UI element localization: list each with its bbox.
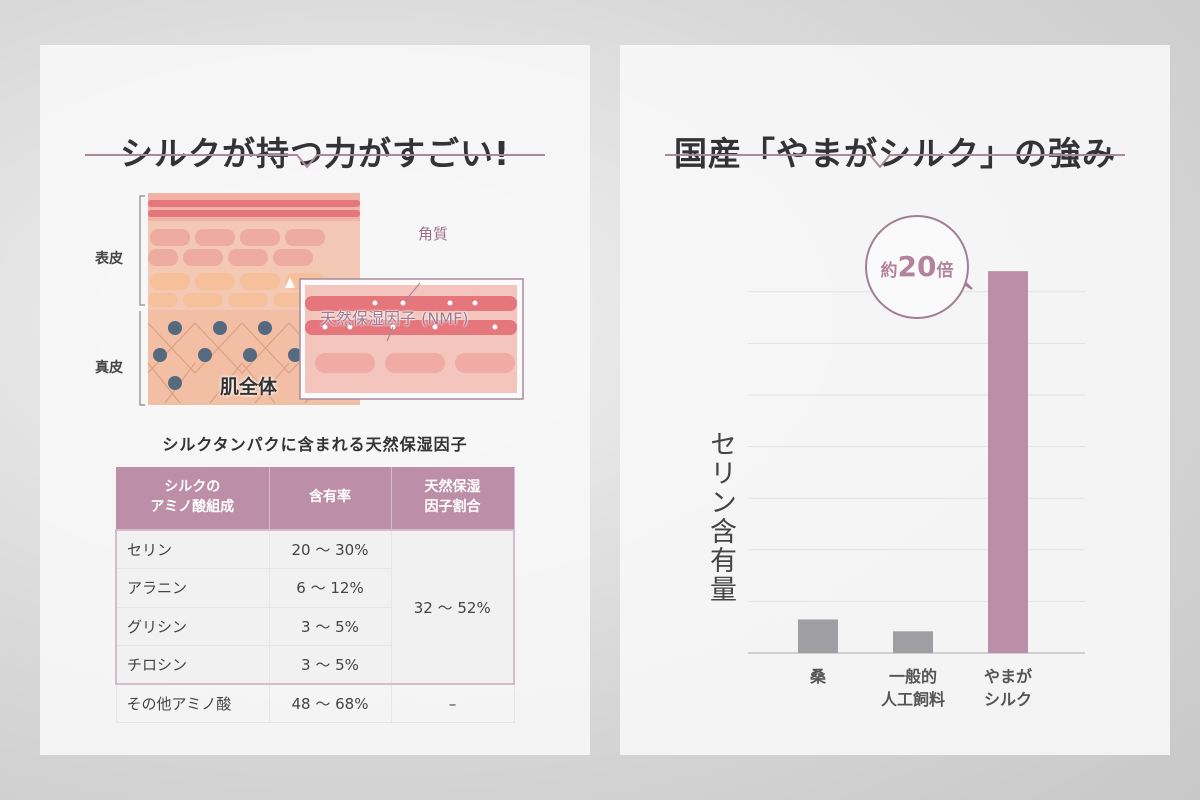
x-label-yamaga-silk: やまが シルク xyxy=(983,667,1032,710)
table-row: グリシン 3 ～ 5% xyxy=(115,606,514,646)
header-composition: シルクの アミノ酸組成 xyxy=(116,467,270,530)
serine-bar-chart xyxy=(748,271,1085,654)
stratum-corneum-label: 角質 xyxy=(418,225,449,243)
table-row: アラニン 6 ～ 12% xyxy=(115,568,514,608)
bar-0 xyxy=(798,619,838,653)
dermis-label: 真皮 xyxy=(95,360,123,376)
bar-1 xyxy=(893,631,933,653)
table-row: セリン 20 ～ 30% 32 ～ 52% xyxy=(115,529,515,685)
header-rate: 含有率 xyxy=(269,467,392,530)
table-title: シルクタンパクに含まれる天然保湿因子 xyxy=(162,435,468,454)
title-underline xyxy=(85,149,545,171)
x-label-mulberry: 桑 xyxy=(809,667,826,686)
right-panel: 国産「やまがシルク」の強み セリン含有量 桑 一般的 人工飼料 やまが シルク … xyxy=(620,45,1170,755)
bar-2 xyxy=(988,271,1028,653)
table-row: その他アミノ酸 48 ～ 68% – xyxy=(115,683,515,723)
epidermis-label: 表皮 xyxy=(95,251,123,267)
left-panel: シルクが持つ力がすごい! xyxy=(40,45,590,755)
callout-bubble: 約20倍 xyxy=(865,215,969,319)
skin-diagram xyxy=(139,193,524,406)
right-title: 国産「やまがシルク」の強み xyxy=(674,134,1116,173)
y-axis-label: セリン含有量 xyxy=(705,430,736,604)
nmf-share-value: 32 ～ 52% xyxy=(390,529,515,685)
x-label-artificial-feed: 一般的 人工飼料 xyxy=(880,667,945,710)
table-row: チロシン 3 ～ 5% xyxy=(115,645,514,685)
whole-skin-label: 肌全体 xyxy=(220,376,278,398)
amino-acid-table: シルクの アミノ酸組成 含有率 天然保湿 因子割合 セリン 20 ～ 30% 3… xyxy=(115,467,515,723)
nmf-label: 天然保湿因子 (NMF) xyxy=(320,309,469,328)
title-underline xyxy=(665,149,1125,171)
header-nmf-share: 天然保湿 因子割合 xyxy=(391,467,515,530)
left-title: シルクが持つ力がすごい! xyxy=(119,134,511,173)
